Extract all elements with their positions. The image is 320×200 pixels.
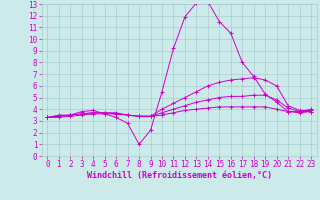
- X-axis label: Windchill (Refroidissement éolien,°C): Windchill (Refroidissement éolien,°C): [87, 171, 272, 180]
